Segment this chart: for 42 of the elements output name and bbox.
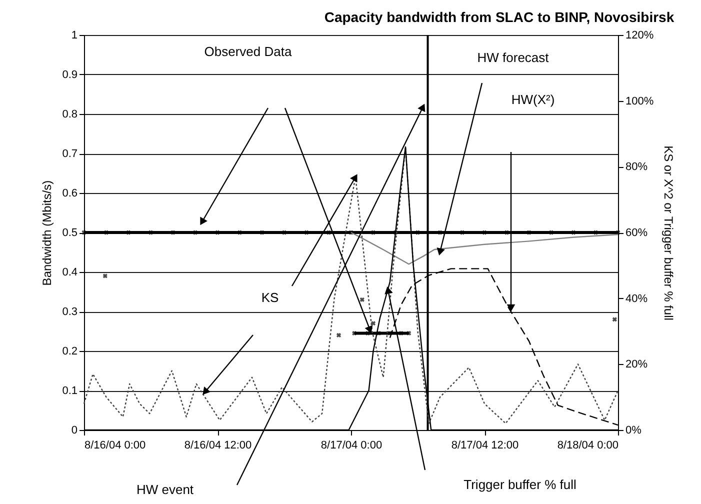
y-tick-label: 0.2 [62,346,78,358]
y2-tick-label: 0% [626,424,642,436]
point [82,230,86,235]
point [304,230,309,235]
y-tick-label: 0.5 [62,227,78,239]
y2-tick-label: 20% [626,358,648,371]
text: Trigger buffer % full [464,477,576,492]
y2-axis-title: KS or X^2 or Trigger buffer % full [662,146,676,320]
point [438,230,442,235]
y-tick-label: 0.1 [62,385,78,397]
chart-title: Capacity bandwidth from SLAC to BINP, Novosibirsk [324,9,674,25]
y-tick-label: 0.8 [62,108,78,120]
point [526,230,532,235]
x-tick-label: 8/16/04 0:00 [84,440,146,452]
y-tick-label: 0.4 [62,266,78,278]
x-tick-label: 8/18/04 0:00 [557,440,618,452]
y-tick-label: 0.7 [62,148,78,160]
point [215,230,220,235]
text: HW event [136,482,194,497]
x-tick-label: 8/17/04 12:00 [451,440,519,452]
y2-tick-label: 120% [626,30,654,42]
y2-tick-label: 60% [626,227,648,239]
y-tick-label: 0.6 [62,188,78,200]
x-tick-label: 8/16/04 12:00 [184,440,252,452]
point [126,230,131,235]
annotation: HW forecast [477,50,550,65]
y2-tick-label: 80% [626,161,648,174]
y2-tick-label: 100% [626,95,654,108]
y-tick-label: 0.9 [62,69,78,81]
y-tick-label: 1 [71,30,78,42]
y2-tick-label: 40% [626,292,648,305]
annotation: KS [261,290,279,305]
y-tick-label: 0.3 [62,306,78,318]
y-axis-title: Bandwidth (Mbits/s) [40,180,54,286]
point [571,230,576,235]
annotation: Observed Data [204,44,292,59]
point [482,230,487,235]
x-tick-label: 8/17/04 0:00 [320,440,382,452]
point [170,230,176,235]
annotation: HW(X²) [511,92,555,107]
point [260,230,264,235]
y-tick-label: 0 [71,424,78,436]
